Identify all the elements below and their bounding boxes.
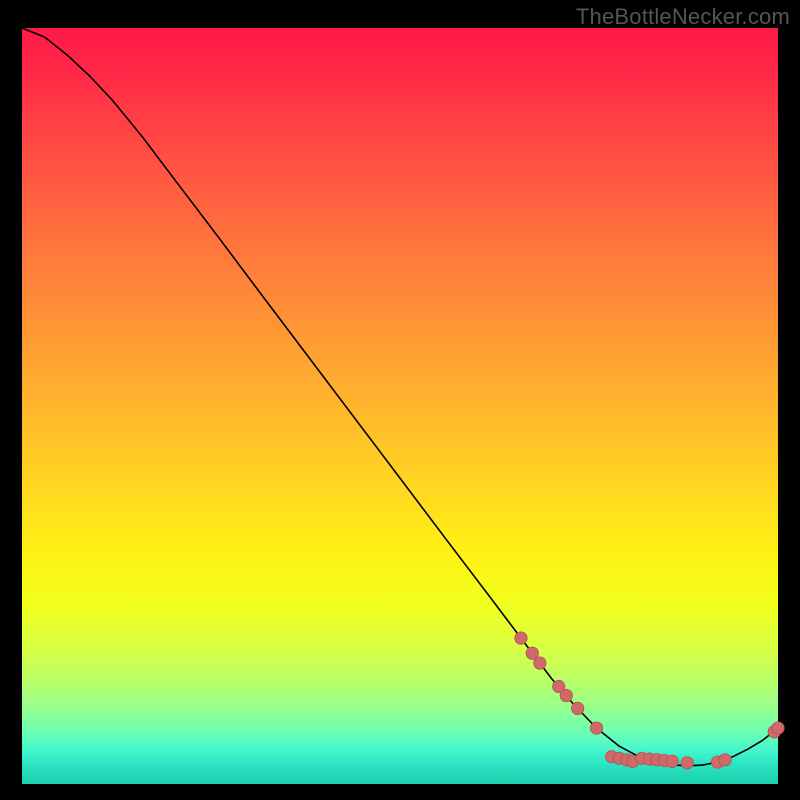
watermark-text: TheBottleNecker.com xyxy=(576,4,790,30)
data-marker xyxy=(590,722,602,734)
data-marker xyxy=(772,722,784,734)
data-marker xyxy=(666,755,678,767)
data-marker xyxy=(719,754,731,766)
plot-background xyxy=(22,28,778,784)
data-marker xyxy=(515,632,527,644)
data-marker xyxy=(681,757,693,769)
data-marker xyxy=(571,702,583,714)
bottleneck-chart xyxy=(22,28,778,784)
data-marker xyxy=(534,657,546,669)
chart-stage: TheBottleNecker.com xyxy=(0,0,800,800)
data-marker xyxy=(560,689,572,701)
